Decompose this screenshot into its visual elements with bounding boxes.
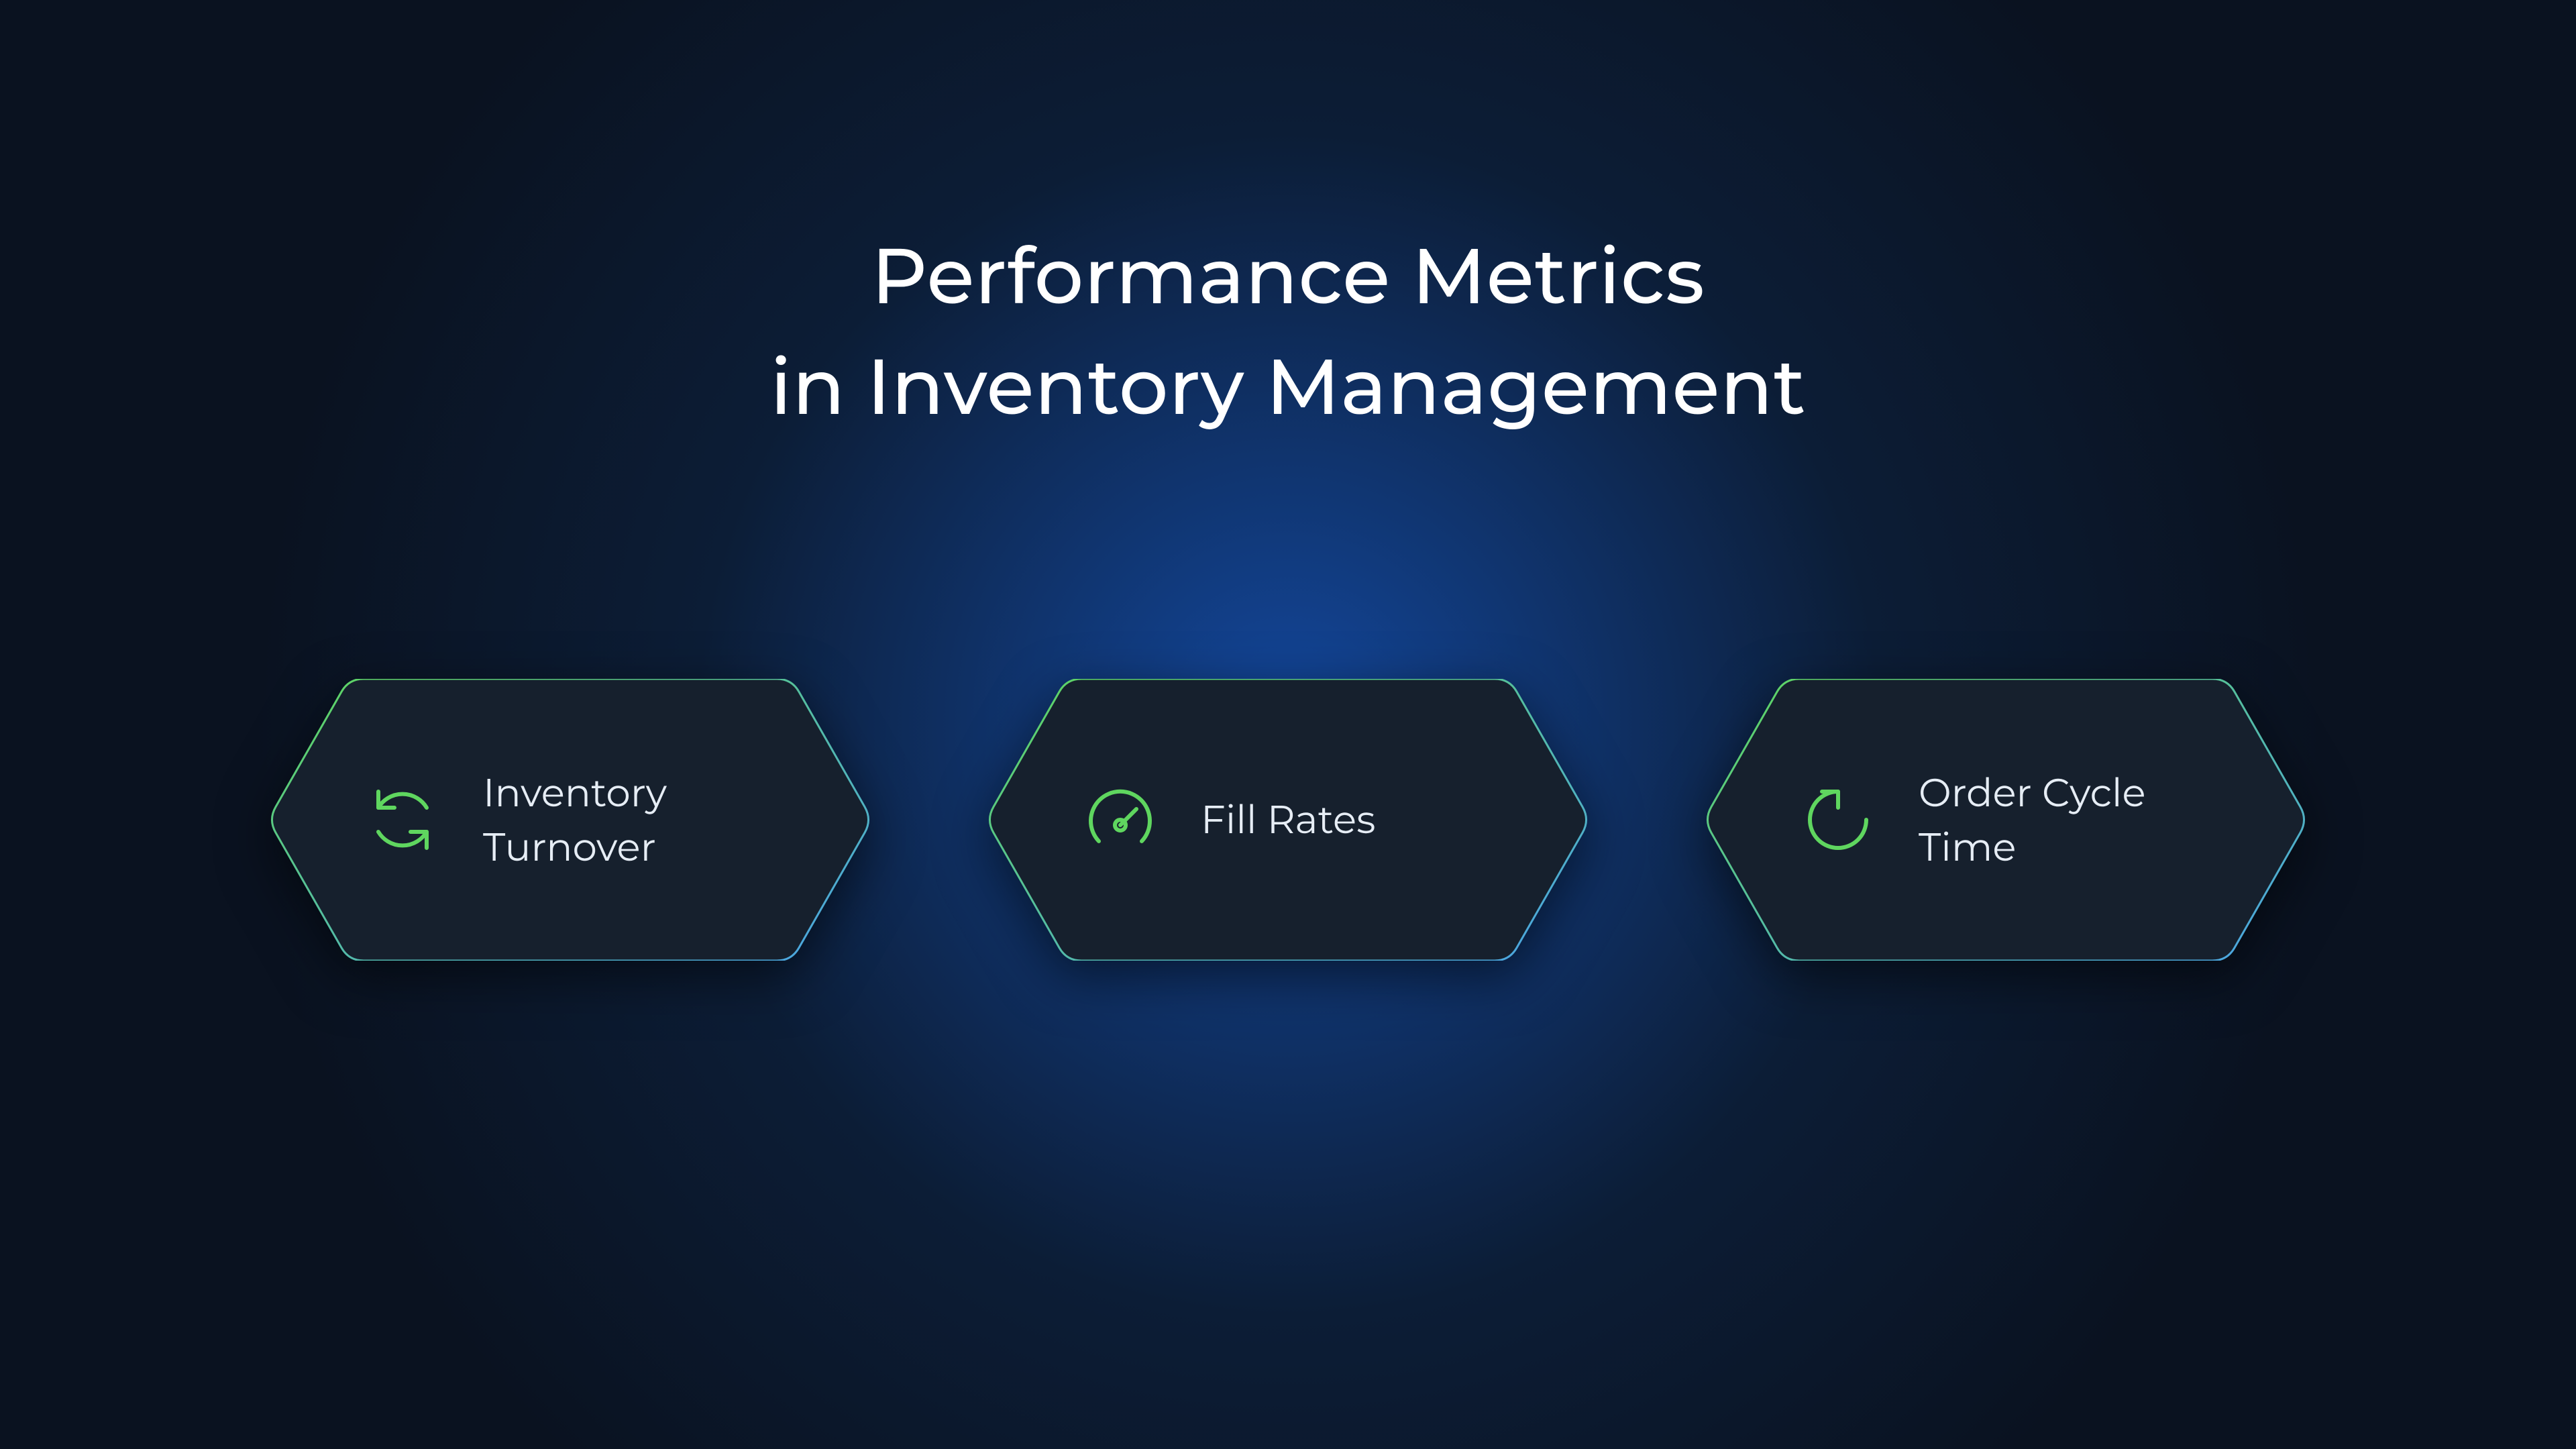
card-content: Fill Rates xyxy=(986,679,1590,961)
slide-title: Performance Metrics in Inventory Managem… xyxy=(0,221,2576,442)
cards-row: Inventory Turnover Fill Rates Order Cycl… xyxy=(0,679,2576,961)
rotate-icon xyxy=(1798,780,1878,860)
title-line-1: Performance Metrics xyxy=(871,229,1705,323)
metric-label: Inventory Turnover xyxy=(483,765,792,874)
title-line-2: in Inventory Management xyxy=(770,339,1806,434)
metric-card: Fill Rates xyxy=(986,679,1590,961)
gauge-icon xyxy=(1080,780,1161,860)
slide-stage: Performance Metrics in Inventory Managem… xyxy=(0,0,2576,1449)
refresh-icon xyxy=(362,780,443,860)
metric-label: Fill Rates xyxy=(1201,792,1375,847)
metric-card: Inventory Turnover xyxy=(268,679,872,961)
metric-label: Order Cycle Time xyxy=(1919,765,2227,874)
card-content: Inventory Turnover xyxy=(268,679,872,961)
card-content: Order Cycle Time xyxy=(1704,679,2308,961)
metric-card: Order Cycle Time xyxy=(1704,679,2308,961)
